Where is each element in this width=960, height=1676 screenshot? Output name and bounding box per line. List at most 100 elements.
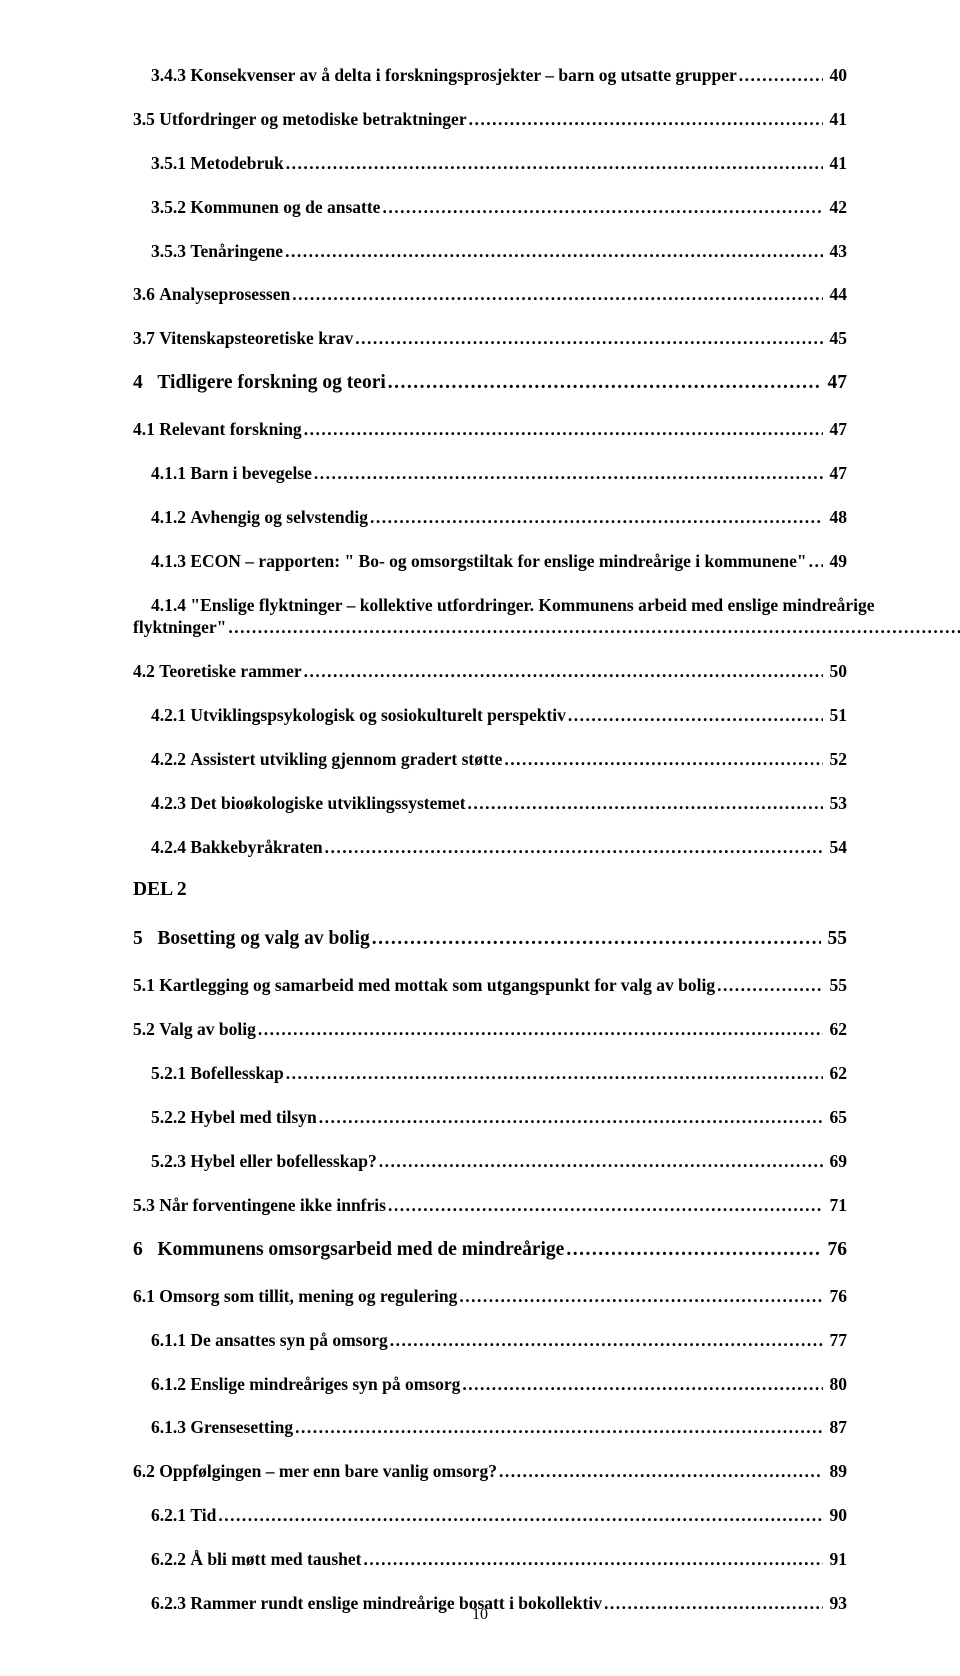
toc-entry: 6 Kommunens omsorgsarbeid med de mindreå… xyxy=(133,1238,847,1263)
toc-leader xyxy=(469,108,824,130)
toc-entry-number: 3.7 xyxy=(133,327,159,349)
toc-leader xyxy=(218,1504,823,1526)
toc-entry: 3.5.1 Metodebruk 41 xyxy=(151,152,847,174)
toc-entry-number: 4.2.4 xyxy=(151,836,190,858)
toc-entry: 4.1.4 "Enslige flyktninger – kollektive … xyxy=(151,594,847,639)
toc-entry-number: 4.2.2 xyxy=(151,748,190,770)
toc-entry-page: 55 xyxy=(825,974,847,996)
toc-entry-page: 49 xyxy=(825,550,847,572)
toc-entry-title: Kommunens omsorgsarbeid med de mindreåri… xyxy=(157,1238,564,1263)
toc-entry-number: 6.1.1 xyxy=(151,1329,190,1351)
toc-entry-title: Hybel eller bofellesskap? xyxy=(190,1150,376,1172)
toc-leader xyxy=(388,1194,823,1216)
toc-entry-title: Assistert utvikling gjennom gradert støt… xyxy=(190,748,502,770)
toc-entry-title: ECON – rapporten: " Bo- og omsorgstiltak… xyxy=(190,550,806,572)
toc-entry-title: Hybel med tilsyn xyxy=(190,1106,316,1128)
toc-entry-number: 5.2.2 xyxy=(151,1106,190,1128)
toc-entry-number: 6.1 xyxy=(133,1285,159,1307)
toc-entry-number: 4 xyxy=(133,371,157,396)
toc-entry: 4.2.4 Bakkebyråkraten 54 xyxy=(151,836,847,858)
toc-entry-page: 41 xyxy=(825,152,847,174)
toc-entry-title: Oppfølgingen – mer enn bare vanlig omsor… xyxy=(159,1460,497,1482)
toc-entry-title: Avhengig og selvstendig xyxy=(190,506,368,528)
toc-entry-line1: 4.1.4 "Enslige flyktninger – kollektive … xyxy=(151,594,960,616)
toc-leader xyxy=(504,748,823,770)
toc-entry-number: 6.2 xyxy=(133,1460,159,1482)
toc-entry-number: 3.6 xyxy=(133,283,159,305)
toc-entry-page: 53 xyxy=(825,792,847,814)
toc-entry-number: 4.2 xyxy=(133,660,159,682)
toc-entry-title: Kommunen og de ansatte xyxy=(190,196,380,218)
toc-leader xyxy=(286,1062,823,1084)
toc-entry-title: Bosetting og valg av bolig xyxy=(157,927,369,952)
toc-entry: 5.3 Når forventingene ikke innfris 71 xyxy=(133,1194,847,1216)
toc-entry-number: 5.1 xyxy=(133,974,159,996)
toc-entry: 6.1.1 De ansattes syn på omsorg 77 xyxy=(151,1329,847,1351)
toc-leader xyxy=(462,1373,823,1395)
toc-entry: 4.2.2 Assistert utvikling gjennom grader… xyxy=(151,748,847,770)
toc-entry: 4 Tidligere forskning og teori 47 xyxy=(133,371,847,396)
toc-entry-number: 3.5.2 xyxy=(151,196,190,218)
toc-entry: 6.1.2 Enslige mindreåriges syn på omsorg… xyxy=(151,1373,847,1395)
toc-leader xyxy=(319,1106,823,1128)
toc-leader xyxy=(459,1285,823,1307)
toc-leader xyxy=(390,1329,823,1351)
toc-entry-title: Å bli møtt med taushet xyxy=(190,1548,361,1570)
toc-entry-number: 4.2.3 xyxy=(151,792,190,814)
toc-entry-title: Det bioøkologiske utviklingssystemet xyxy=(190,792,465,814)
toc-entry-title: Tenåringene xyxy=(190,240,283,262)
toc-entry-page: 48 xyxy=(825,506,847,528)
toc-entry-page: 91 xyxy=(825,1548,847,1570)
toc-entry-number: 5.2 xyxy=(133,1018,159,1040)
toc-entry-title: Når forventingene ikke innfris xyxy=(159,1194,386,1216)
toc-entry-page: 69 xyxy=(825,1150,847,1172)
toc-entry: 4.1.1 Barn i bevegelse 47 xyxy=(151,462,847,484)
toc-entry-page: 51 xyxy=(825,704,847,726)
toc-leader xyxy=(228,616,960,638)
toc-leader xyxy=(295,1416,823,1438)
toc-entry-page: 76 xyxy=(825,1285,847,1307)
toc-entry-number: 5.3 xyxy=(133,1194,159,1216)
toc-entry-title: Valg av bolig xyxy=(159,1018,256,1040)
toc-entry-page: 71 xyxy=(825,1194,847,1216)
toc-leader xyxy=(370,506,823,528)
toc-entry: 5.2.3 Hybel eller bofellesskap? 69 xyxy=(151,1150,847,1172)
toc-leader xyxy=(314,462,823,484)
toc-entry: 6.2 Oppfølgingen – mer enn bare vanlig o… xyxy=(133,1460,847,1482)
toc-entry: 3.5.2 Kommunen og de ansatte 42 xyxy=(151,196,847,218)
toc-entry-title: Vitenskapsteoretiske krav xyxy=(159,327,353,349)
toc-entry-page: 47 xyxy=(825,418,847,440)
toc-entry-title: Barn i bevegelse xyxy=(190,462,312,484)
toc-leader xyxy=(304,660,823,682)
toc-entry-number: 4.1.2 xyxy=(151,506,190,528)
toc-entry: 3.5 Utfordringer og metodiske betraktnin… xyxy=(133,108,847,130)
toc-entry-page: 42 xyxy=(825,196,847,218)
toc-entry-title: De ansattes syn på omsorg xyxy=(190,1329,387,1351)
toc-entry-title-line1: "Enslige flyktninger – kollektive utford… xyxy=(190,594,874,616)
toc-part-label: DEL 2 xyxy=(133,879,187,900)
toc-entry-title: Tid xyxy=(190,1504,216,1526)
toc-entry-title: Relevant forskning xyxy=(159,418,301,440)
toc-entry-number: 6 xyxy=(133,1238,157,1263)
toc-entry-number: 3.5.3 xyxy=(151,240,190,262)
toc-entry-title: Bofellesskap xyxy=(190,1062,283,1084)
toc-entry: 5.2.2 Hybel med tilsyn 65 xyxy=(151,1106,847,1128)
toc-entry-title: Teoretiske rammer xyxy=(159,660,301,682)
toc-leader xyxy=(809,550,824,572)
toc-entry-page: 54 xyxy=(825,836,847,858)
toc-leader xyxy=(304,418,823,440)
toc-entry-number: 5 xyxy=(133,927,157,952)
toc-leader xyxy=(739,64,823,86)
toc-entry-title: Konsekvenser av å delta i forskningspros… xyxy=(190,64,736,86)
toc-entry: 5 Bosetting og valg av bolig 55 xyxy=(133,927,847,952)
table-of-contents: 3.4.3 Konsekvenser av å delta i forsknin… xyxy=(133,64,847,1614)
toc-entry-number: 4.1.1 xyxy=(151,462,190,484)
toc-entry: 6.1.3 Grensesetting 87 xyxy=(151,1416,847,1438)
toc-entry-number: 3.4.3 xyxy=(151,64,190,86)
toc-entry-page: 52 xyxy=(825,748,847,770)
toc-entry-title: Kartlegging og samarbeid med mottak som … xyxy=(159,974,715,996)
toc-leader xyxy=(285,240,823,262)
document-page: 3.4.3 Konsekvenser av å delta i forsknin… xyxy=(0,0,960,1676)
toc-entry: 3.5.3 Tenåringene 43 xyxy=(151,240,847,262)
toc-entry-title: Grensesetting xyxy=(190,1416,293,1438)
